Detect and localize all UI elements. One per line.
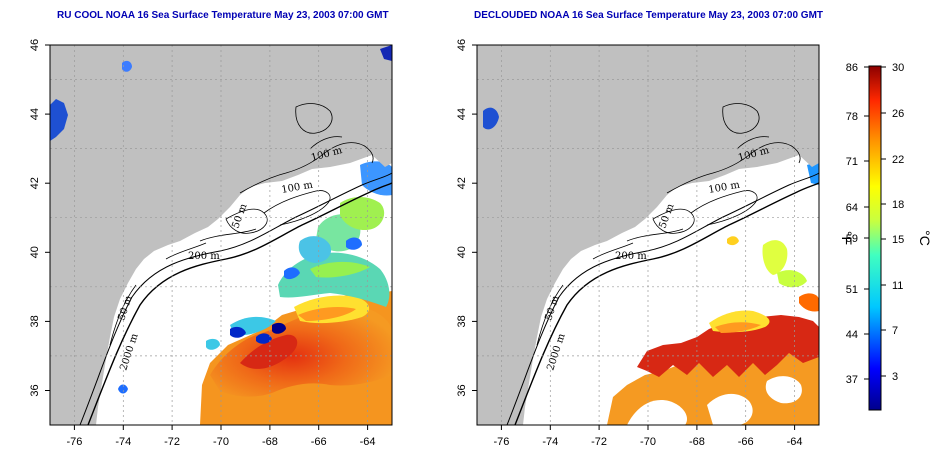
celsius-tick-label: 26 bbox=[892, 108, 904, 120]
fahrenheit-tick-label: 59 bbox=[846, 233, 858, 245]
lat-tick-label: 44 bbox=[456, 108, 468, 120]
fahrenheit-tick-label: 71 bbox=[846, 156, 858, 168]
contour-label-200m: 200 m bbox=[615, 251, 647, 262]
lat-tick-label: 42 bbox=[456, 177, 468, 189]
graticule bbox=[477, 45, 819, 425]
lon-tick-label: -74 bbox=[115, 436, 131, 448]
celsius-tick-label: 3 bbox=[892, 371, 898, 383]
lat-axis: 36 38 40 42 44 46 bbox=[456, 39, 477, 397]
celsius-tick-label: 18 bbox=[892, 199, 904, 211]
lat-tick-label: 36 bbox=[29, 384, 41, 396]
lon-tick-label: -76 bbox=[493, 436, 509, 448]
lon-tick-label: -68 bbox=[262, 436, 278, 448]
left-map-title: RU COOL NOAA 16 Sea Surface Temperature … bbox=[57, 10, 389, 21]
lon-tick-label: -66 bbox=[311, 436, 327, 448]
celsius-tick-label: 22 bbox=[892, 154, 904, 166]
celsius-tick-label: 15 bbox=[892, 234, 904, 246]
fahrenheit-tick-label: 51 bbox=[846, 284, 858, 296]
left-map-panel: 100 m 100 m 50 m 200 m 50 m 2000 m -76 bbox=[29, 39, 393, 448]
lon-tick-label: -70 bbox=[640, 436, 656, 448]
contour-label-200m: 200 m bbox=[188, 251, 220, 262]
right-map-title: DECLOUDED NOAA 16 Sea Surface Temperatur… bbox=[474, 10, 824, 21]
temperature-colorbar: 86 78 71 64 59 51 44 37 30 26 22 18 15 1… bbox=[839, 62, 933, 411]
fahrenheit-unit-label: °F bbox=[839, 231, 855, 245]
colorbar-ticks bbox=[864, 66, 886, 380]
lat-tick-label: 38 bbox=[29, 315, 41, 327]
lon-tick-label: -68 bbox=[689, 436, 705, 448]
colorbar-gradient bbox=[868, 65, 882, 411]
fahrenheit-tick-label: 78 bbox=[846, 111, 858, 123]
right-map-panel: 100 m 100 m 50 m 200 m 50 m 2000 m -76 bbox=[456, 39, 820, 448]
lon-axis: -76 -74 -72 -70 -68 -66 -64 bbox=[66, 425, 376, 448]
lon-tick-label: -74 bbox=[542, 436, 558, 448]
lat-axis: 36 38 40 42 44 46 bbox=[29, 39, 50, 397]
lat-tick-label: 38 bbox=[456, 315, 468, 327]
celsius-tick-label: 30 bbox=[892, 62, 904, 74]
lat-tick-label: 46 bbox=[456, 39, 468, 51]
lon-tick-label: -72 bbox=[591, 436, 607, 448]
fahrenheit-tick-label: 64 bbox=[846, 202, 858, 214]
lat-tick-label: 42 bbox=[29, 177, 41, 189]
lat-tick-label: 40 bbox=[456, 246, 468, 258]
fahrenheit-tick-label: 44 bbox=[846, 329, 858, 341]
celsius-tick-label: 7 bbox=[892, 325, 898, 337]
graticule bbox=[50, 45, 392, 425]
fahrenheit-tick-label: 37 bbox=[846, 374, 858, 386]
lat-tick-label: 46 bbox=[29, 39, 41, 51]
cloud-blotches-left bbox=[50, 45, 392, 141]
lon-tick-label: -72 bbox=[164, 436, 180, 448]
celsius-unit-label: °C bbox=[917, 230, 933, 246]
lat-tick-label: 44 bbox=[29, 108, 41, 120]
lat-tick-label: 40 bbox=[29, 246, 41, 258]
lon-tick-label: -70 bbox=[213, 436, 229, 448]
lon-tick-label: -76 bbox=[66, 436, 82, 448]
celsius-tick-label: 11 bbox=[892, 280, 903, 292]
lat-tick-label: 36 bbox=[456, 384, 468, 396]
lon-tick-label: -64 bbox=[360, 436, 376, 448]
lon-tick-label: -64 bbox=[787, 436, 803, 448]
lon-tick-label: -66 bbox=[738, 436, 754, 448]
sst-field bbox=[118, 161, 392, 425]
fahrenheit-tick-label: 86 bbox=[846, 62, 858, 74]
lon-axis: -76 -74 -72 -70 -68 -66 -64 bbox=[493, 425, 803, 448]
clear-sky-patches bbox=[483, 107, 802, 425]
